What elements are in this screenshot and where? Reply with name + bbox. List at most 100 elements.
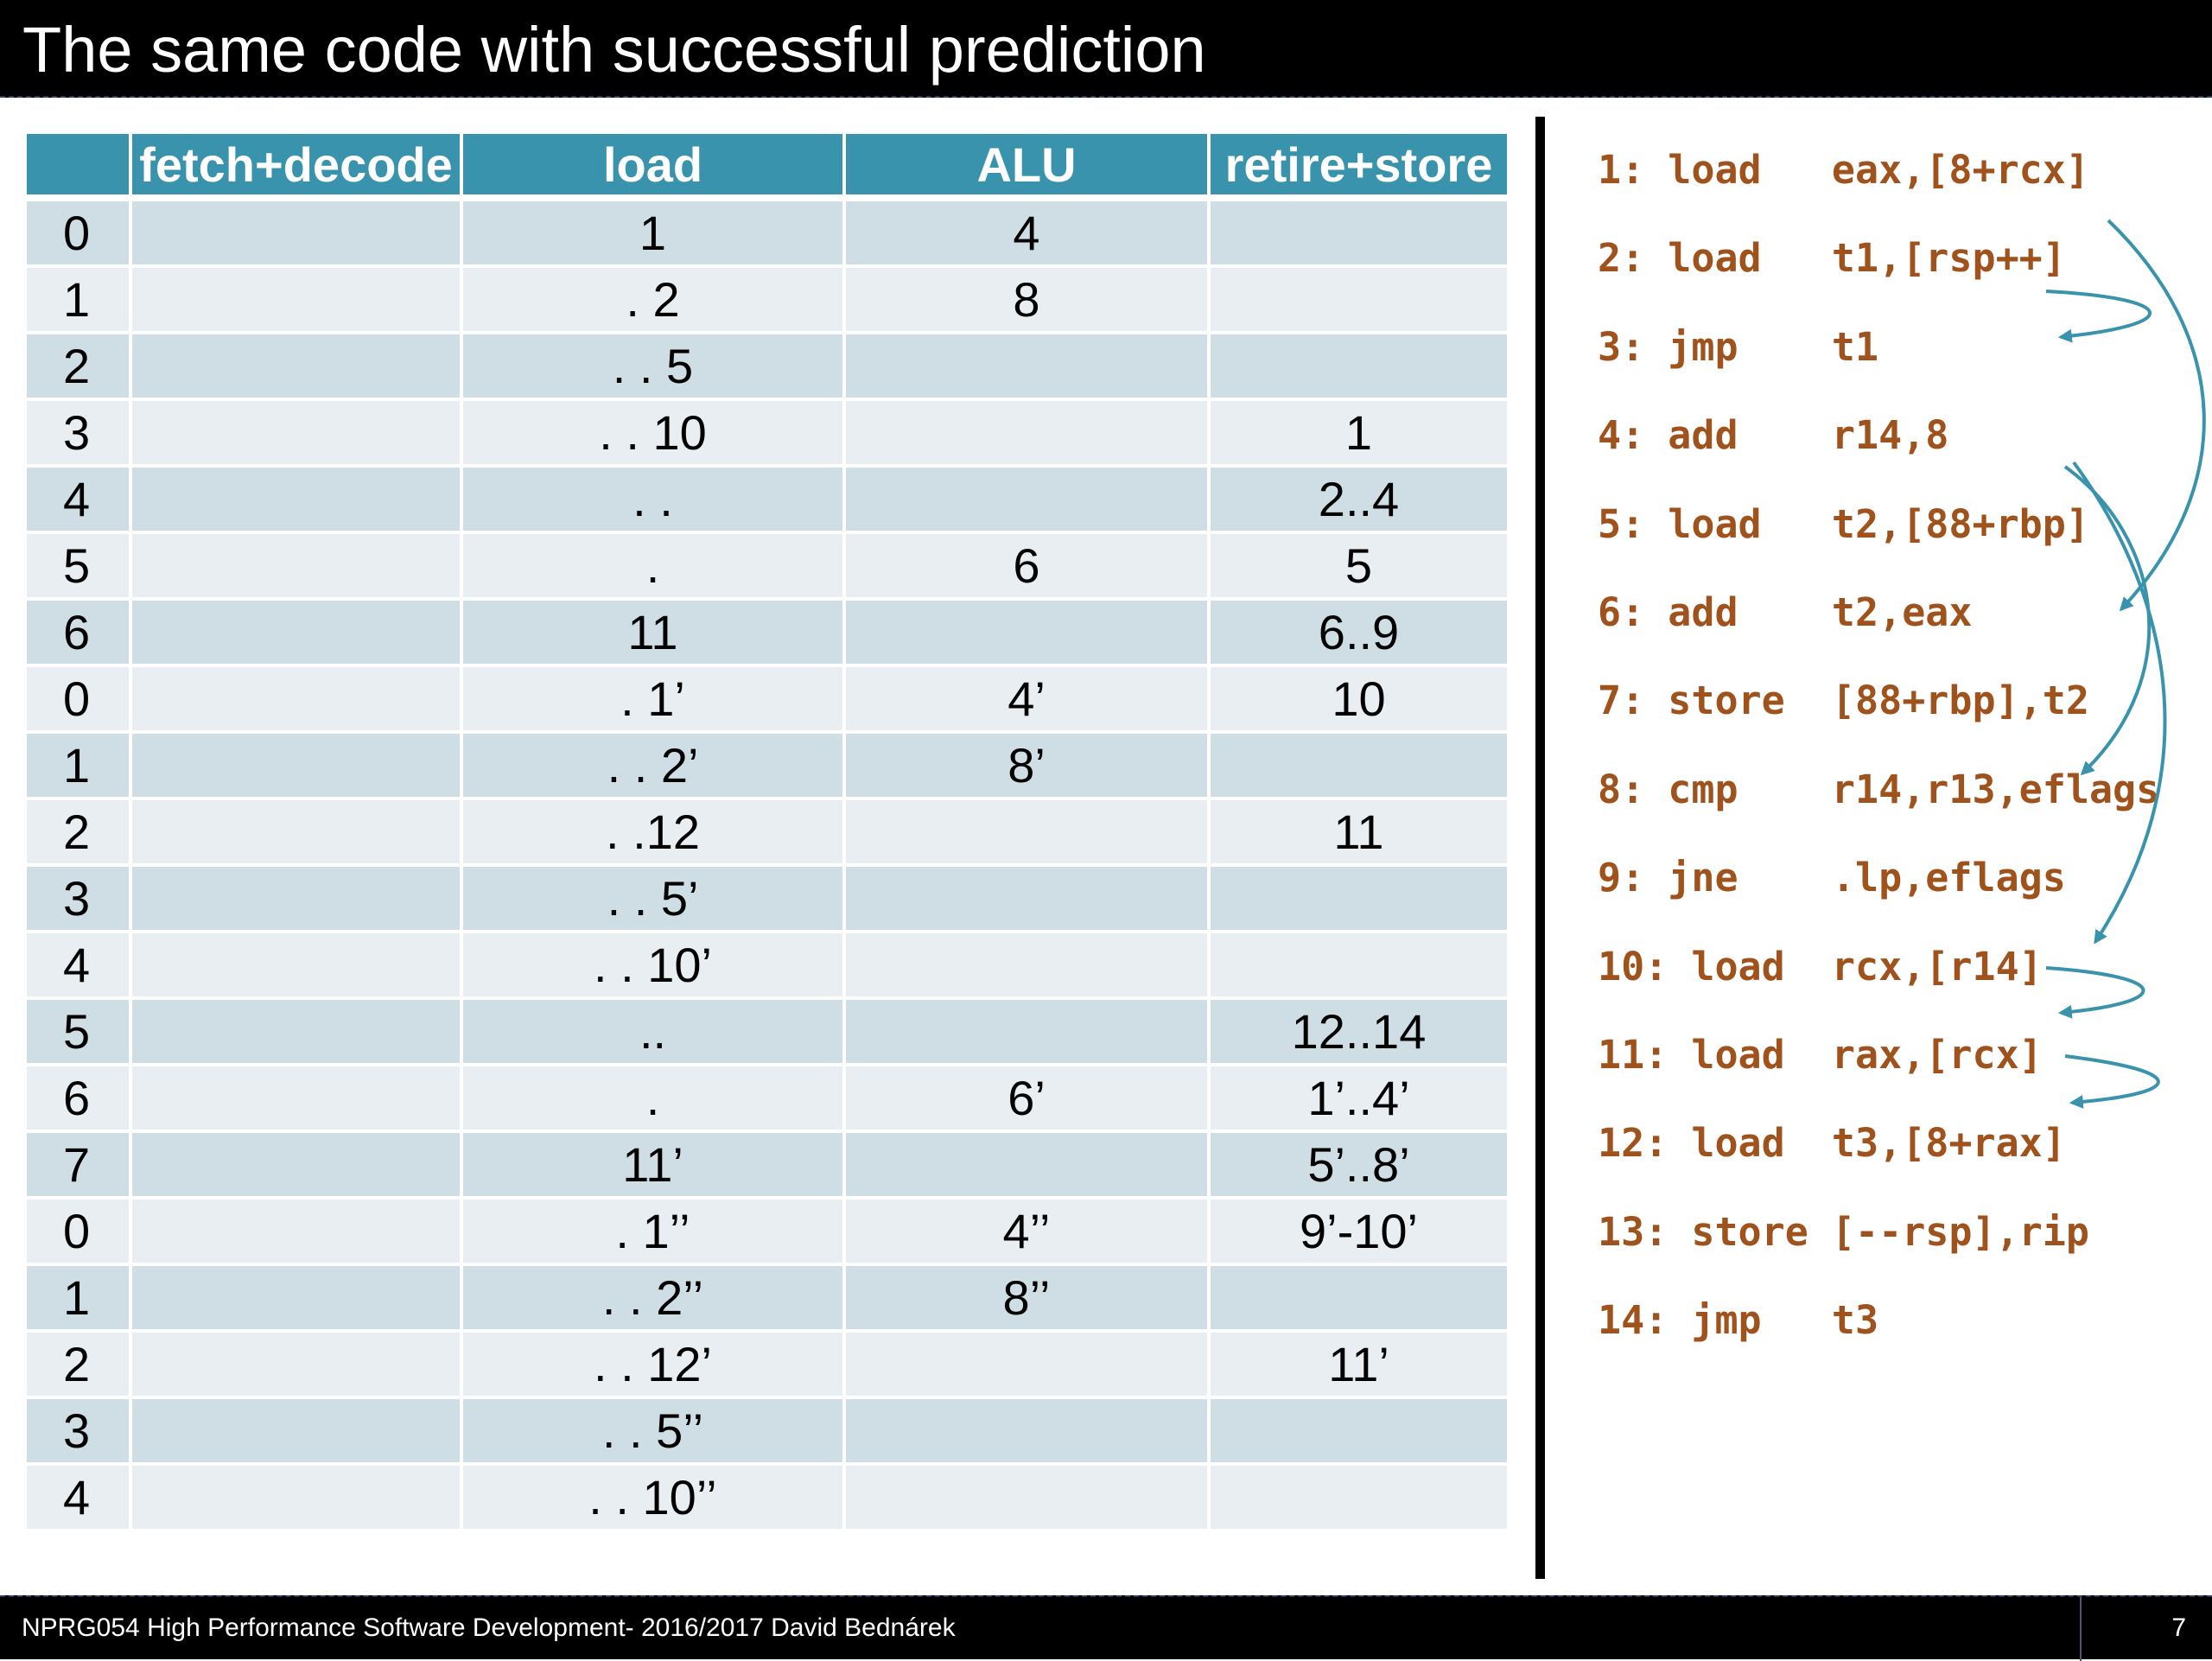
cell-fetch-decode	[130, 799, 463, 867]
table-row: 7 11’ 5’..8’	[27, 1131, 1507, 1200]
cell-retire-store: 12..14	[1209, 998, 1507, 1066]
table-row: 4 . . 10’	[27, 932, 1507, 1000]
cell-retire-store: 6..9	[1209, 599, 1507, 667]
cell-load: . . 10’’	[461, 1464, 846, 1532]
table-row: 3 . . 10 1	[27, 399, 1507, 468]
cell-cycle: 4	[27, 466, 132, 534]
cell-cycle: 1	[27, 1264, 132, 1333]
cell-fetch-decode	[130, 333, 463, 401]
page-number: 7	[2171, 1613, 2186, 1642]
cell-cycle: 6	[27, 599, 132, 667]
cell-load: . . 10’	[461, 932, 846, 1000]
cell-load: .	[461, 532, 846, 601]
arrow-10-to-11	[2045, 966, 2145, 1019]
table-row: 4 . . 2..4	[27, 466, 1507, 534]
cell-load: . . 5	[461, 333, 846, 401]
cell-load: . . 2’	[461, 732, 846, 800]
cell-retire-store	[1209, 1397, 1507, 1466]
cell-load: . . 2’’	[461, 1264, 846, 1333]
code-line: 10: load rcx,[r14]	[1598, 943, 2043, 990]
code-line: 6: add t2,eax	[1598, 589, 1973, 635]
cell-cycle: 7	[27, 1131, 132, 1200]
cell-retire-store: 10	[1209, 665, 1507, 734]
cell-alu	[844, 399, 1211, 468]
cell-alu: 4’	[844, 665, 1211, 734]
cell-fetch-decode	[130, 1331, 463, 1399]
title-bar: The same code with successful prediction	[0, 0, 2212, 98]
code-line: 8: cmp r14,r13,eflags	[1598, 766, 2160, 812]
cell-cycle: 3	[27, 399, 132, 468]
cell-fetch-decode	[130, 1397, 463, 1466]
table-row: 5.. 12..14	[27, 998, 1507, 1066]
code-line: 3: jmp t1	[1598, 323, 1879, 370]
cell-cycle: 4	[27, 932, 132, 1000]
cell-alu: 4’’	[844, 1198, 1211, 1266]
table-row: 4 . . 10’’	[27, 1464, 1507, 1532]
cell-cycle: 0	[27, 1198, 132, 1266]
cell-retire-store: 1’..4’	[1209, 1065, 1507, 1133]
cell-load: 11’	[461, 1131, 846, 1200]
cell-load: . . 5’’	[461, 1397, 846, 1466]
cell-retire-store	[1209, 1264, 1507, 1333]
cell-cycle: 5	[27, 532, 132, 601]
table-row: 0 . 1’ 4’ 10	[27, 665, 1507, 734]
code-line: 13: store [--rsp],rip	[1598, 1208, 2089, 1255]
cell-fetch-decode	[130, 865, 463, 933]
table-row: 3 . . 5’’	[27, 1397, 1507, 1466]
cell-retire-store	[1209, 333, 1507, 401]
cell-fetch-decode	[130, 532, 463, 601]
cell-fetch-decode	[130, 732, 463, 800]
slide-title: The same code with successful prediction	[22, 14, 1206, 86]
code-line: 4: add r14,8	[1598, 412, 1949, 459]
assembly-code-listing: 1: load eax,[8+rcx] 2: load t1,[rsp++] 3: …	[1598, 138, 2159, 1377]
cell-cycle: 3	[27, 1397, 132, 1466]
code-line: 12: load t3,[8+rax]	[1598, 1120, 2066, 1167]
cell-cycle: 1	[27, 266, 132, 334]
cell-retire-store	[1209, 932, 1507, 1000]
cell-load: 1	[461, 198, 846, 268]
dependency-arrows	[2045, 219, 2206, 1109]
cell-load: . .	[461, 466, 846, 534]
cell-alu	[844, 599, 1211, 667]
table-row: 1 . . 2’ 8’	[27, 732, 1507, 800]
cell-load: . . 12’	[461, 1331, 846, 1399]
table-row: 2 . .12 11	[27, 799, 1507, 867]
cell-load: . 1’	[461, 665, 846, 734]
table-row: 2 . . 12’ 11’	[27, 1331, 1507, 1399]
cell-load: . .12	[461, 799, 846, 867]
cell-fetch-decode	[130, 399, 463, 468]
cell-alu	[844, 1131, 1211, 1200]
cell-fetch-decode	[130, 1264, 463, 1333]
cell-alu	[844, 799, 1211, 867]
cell-cycle: 6	[27, 1065, 132, 1133]
code-line: 2: load t1,[rsp++]	[1598, 235, 2066, 282]
cell-alu	[844, 932, 1211, 1000]
code-line: 1: load eax,[8+rcx]	[1598, 147, 2089, 193]
cell-retire-store: 11’	[1209, 1331, 1507, 1399]
cell-retire-store: 9’-10’	[1209, 1198, 1507, 1266]
cell-cycle: 0	[27, 198, 132, 268]
cell-fetch-decode	[130, 1464, 463, 1532]
cell-retire-store: 5’..8’	[1209, 1131, 1507, 1200]
cell-fetch-decode	[130, 1065, 463, 1133]
cell-fetch-decode	[130, 932, 463, 1000]
cell-retire-store	[1209, 865, 1507, 933]
cell-retire-store: 2..4	[1209, 466, 1507, 534]
cell-retire-store	[1209, 266, 1507, 334]
cell-retire-store	[1209, 732, 1507, 800]
table-row: 1 . . 2’’ 8’’	[27, 1264, 1507, 1333]
cell-load: .	[461, 1065, 846, 1133]
header-retire-store: retire+store	[1209, 134, 1507, 201]
arrow-2-to-3	[2045, 290, 2152, 343]
cell-retire-store: 11	[1209, 799, 1507, 867]
cell-alu: 8	[844, 266, 1211, 334]
cell-load: . . 10	[461, 399, 846, 468]
footer-text: NPRG054 High Performance Software Develo…	[22, 1613, 956, 1642]
cell-fetch-decode	[130, 1131, 463, 1200]
cell-fetch-decode	[130, 198, 463, 268]
cell-alu	[844, 865, 1211, 933]
